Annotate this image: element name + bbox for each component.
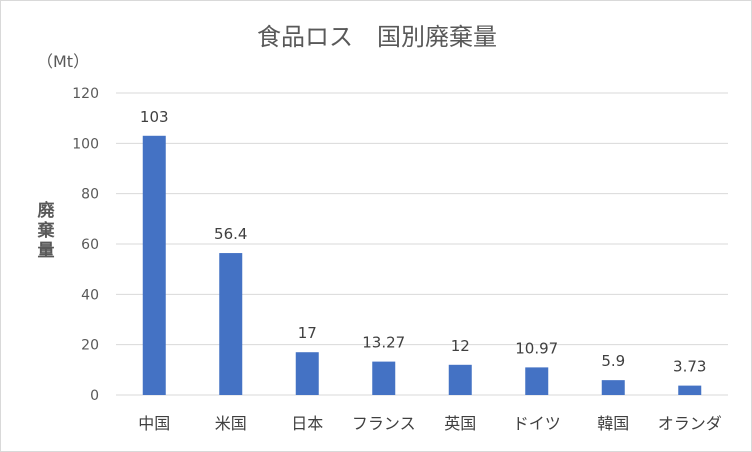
data-label: 17 — [298, 324, 317, 342]
unit-label: （Mt） — [37, 52, 89, 71]
bar — [678, 385, 702, 395]
data-label: 3.73 — [673, 358, 706, 376]
category-label: 中国 — [138, 414, 170, 433]
category-label: フランス — [352, 414, 416, 433]
bar — [525, 367, 549, 395]
data-label: 5.9 — [601, 352, 625, 370]
y-tick-label: 120 — [72, 86, 99, 102]
category-label: 日本 — [291, 414, 323, 433]
category-label: 韓国 — [597, 414, 629, 433]
data-label: 10.97 — [515, 339, 558, 357]
y-tick-label: 100 — [72, 136, 99, 152]
category-label: ドイツ — [513, 414, 561, 433]
category-label: 米国 — [215, 414, 247, 433]
bar — [372, 361, 396, 395]
y-tick-label: 40 — [81, 287, 99, 303]
data-labels: 103 56.4 17 13.27 12 10.97 5.9 3.73 — [140, 108, 707, 376]
y-axis-label-char: 量 — [38, 240, 55, 261]
bar — [295, 352, 319, 395]
gridlines — [116, 92, 728, 396]
bar — [601, 380, 625, 395]
y-tick-label: 80 — [81, 187, 99, 203]
y-tick-label: 0 — [90, 388, 99, 404]
bar — [448, 364, 472, 395]
y-tick-labels: 0 20 40 60 80 100 120 — [72, 86, 99, 404]
bar — [142, 135, 166, 396]
data-label: 56.4 — [214, 225, 247, 243]
bar — [219, 253, 243, 395]
category-labels: 中国 米国 日本 フランス 英国 ドイツ 韓国 オランダ — [138, 414, 722, 433]
data-label: 13.27 — [362, 334, 405, 352]
y-axis-label-char: 棄 — [37, 220, 56, 241]
y-axis-label: 廃棄量 — [37, 200, 56, 261]
data-label: 12 — [451, 337, 470, 355]
y-axis-label-char: 廃 — [38, 200, 56, 221]
data-label: 103 — [140, 108, 169, 126]
y-tick-label: 60 — [81, 237, 99, 253]
bars — [142, 135, 702, 396]
chart-title: 食品ロス 国別廃棄量 — [257, 23, 497, 51]
y-tick-label: 20 — [81, 338, 99, 354]
category-label: オランダ — [658, 414, 722, 433]
category-label: 英国 — [444, 414, 476, 433]
